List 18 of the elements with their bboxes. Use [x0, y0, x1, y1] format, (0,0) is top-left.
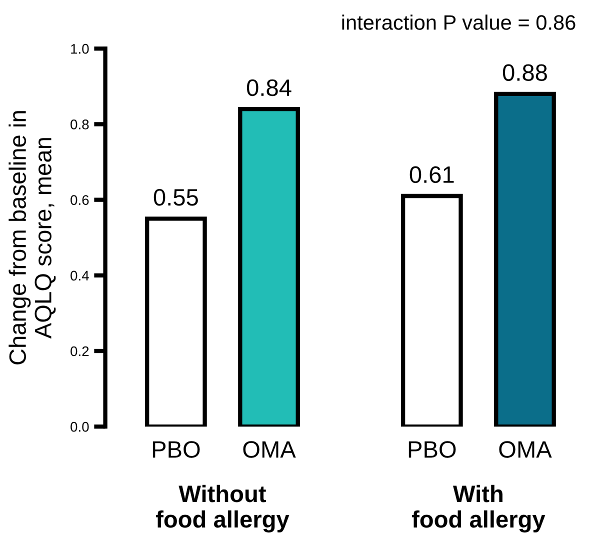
x-tick-label: OMA	[499, 441, 552, 458]
text: Without food allergy	[156, 484, 290, 532]
y-tick-label: 0.4	[70, 270, 89, 281]
x-tick-label: PBO	[408, 441, 456, 458]
y-tick-label: 0.6	[70, 195, 89, 205]
y-tick-label: 0.0	[70, 422, 89, 432]
x-tick-label: OMA	[243, 441, 296, 458]
y-tick-label: 1.0	[71, 44, 89, 54]
text: With food allergy	[412, 484, 546, 532]
y-axis-title: Change from baseline in AQLQ score, mean	[8, 111, 56, 364]
y-tick-label: 0.2	[70, 346, 89, 356]
text: interaction P value = 0.86	[342, 14, 576, 30]
data-label: 0.84	[246, 79, 292, 96]
y-tick-label: 0.8	[70, 120, 89, 130]
data-label: 0.88	[502, 64, 547, 81]
x-tick-label: PBO	[152, 441, 200, 458]
data-label: 0.55	[154, 188, 198, 206]
data-label: 0.61	[410, 166, 454, 184]
